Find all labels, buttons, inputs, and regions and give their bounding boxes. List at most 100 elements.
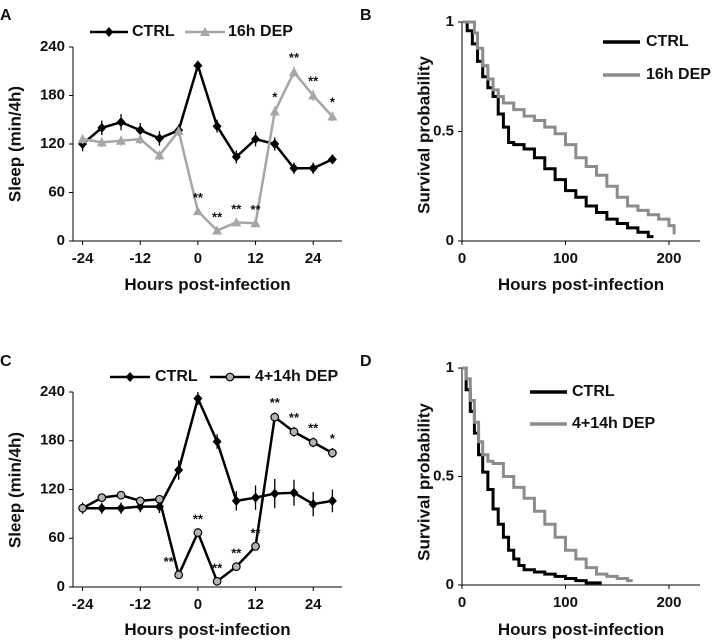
data-point bbox=[116, 117, 126, 128]
y-tick-label: 1 bbox=[446, 359, 454, 376]
legend-marker bbox=[104, 27, 114, 37]
data-point bbox=[308, 499, 318, 510]
y-tick-label: 180 bbox=[40, 432, 65, 449]
data-point bbox=[270, 412, 280, 422]
data-point bbox=[193, 60, 203, 71]
x-tick-label: 200 bbox=[656, 594, 681, 611]
x-tick-label: 0 bbox=[458, 250, 466, 267]
data-point bbox=[135, 496, 145, 506]
y-tick-label: 240 bbox=[40, 383, 65, 400]
data-point bbox=[174, 570, 184, 580]
x-tick-label: 24 bbox=[305, 596, 322, 613]
survival-curve-1 bbox=[462, 20, 676, 235]
y-tick-label: 180 bbox=[40, 86, 65, 103]
significance-mark: ** bbox=[308, 420, 319, 435]
survival-curve-1 bbox=[462, 366, 633, 583]
y-tick-label: 120 bbox=[40, 480, 65, 497]
data-point bbox=[250, 218, 261, 228]
data-point bbox=[270, 139, 280, 149]
y-tick-label: 0.5 bbox=[433, 467, 454, 484]
data-point bbox=[231, 151, 241, 162]
x-axis-label: Hours post-infection bbox=[498, 620, 664, 639]
x-tick-label: 0 bbox=[458, 594, 466, 611]
data-point bbox=[135, 134, 146, 144]
legend-marker bbox=[225, 372, 235, 382]
x-tick-label: 12 bbox=[247, 596, 264, 613]
data-point bbox=[212, 576, 222, 586]
significance-mark: ** bbox=[193, 512, 204, 527]
data-point bbox=[231, 217, 242, 227]
data-point bbox=[327, 111, 338, 121]
x-tick-label: 100 bbox=[553, 594, 578, 611]
x-tick-label: 200 bbox=[656, 250, 681, 267]
x-axis-label: Hours post-infection bbox=[498, 275, 664, 294]
x-tick-label: 100 bbox=[553, 250, 578, 267]
significance-mark: ** bbox=[231, 201, 242, 216]
data-point bbox=[116, 135, 127, 145]
y-tick-label: 0.5 bbox=[433, 122, 454, 139]
data-point bbox=[116, 503, 126, 514]
legend-marker bbox=[125, 372, 135, 382]
panel-c: C 0 60 120 180 240 -24 -12 0 12 24 Hours post-infec… bbox=[0, 353, 342, 639]
survival-curve-0 bbox=[462, 20, 654, 239]
legend-label: 4+14h DEP bbox=[572, 415, 655, 432]
data-point bbox=[212, 225, 223, 235]
data-point bbox=[289, 427, 299, 437]
significance-mark: ** bbox=[164, 554, 175, 569]
series-line-0 bbox=[81, 61, 333, 170]
y-axis-label: Survival probability bbox=[414, 403, 433, 561]
data-point bbox=[96, 137, 107, 147]
y-tick-label: 1 bbox=[446, 13, 454, 30]
series-line-1 bbox=[82, 69, 334, 232]
y-axis-label: Survival probability bbox=[414, 56, 433, 214]
panel-b: B 0 0.5 1 0 100 200 Hours post-infection Surviva… bbox=[360, 7, 711, 294]
y-tick-label: 60 bbox=[48, 529, 65, 546]
data-point bbox=[231, 495, 241, 506]
data-point bbox=[193, 393, 203, 404]
significance-mark: ** bbox=[289, 410, 300, 425]
data-point bbox=[308, 437, 318, 447]
panel-a: A 0 60 120 180 240 -24 -12 0 12 24 Hours post-infec… bbox=[0, 7, 342, 294]
significance-mark: * bbox=[330, 431, 336, 446]
data-point bbox=[251, 492, 261, 503]
data-point bbox=[174, 465, 184, 475]
data-point bbox=[269, 106, 280, 116]
legend-label: 16h DEP bbox=[228, 23, 293, 40]
significance-mark: ** bbox=[289, 50, 300, 65]
significance-mark: * bbox=[330, 95, 336, 110]
significance-mark: ** bbox=[250, 202, 261, 217]
data-point bbox=[154, 150, 165, 160]
data-point bbox=[154, 133, 164, 144]
x-tick-label: 12 bbox=[247, 250, 264, 267]
significance-mark: ** bbox=[270, 395, 281, 410]
data-point bbox=[78, 503, 88, 513]
data-point bbox=[192, 206, 203, 216]
data-point bbox=[327, 495, 337, 506]
data-point bbox=[251, 541, 260, 551]
significance-mark: ** bbox=[231, 546, 242, 561]
legend-label: CTRL bbox=[646, 33, 689, 50]
data-point bbox=[212, 121, 222, 132]
data-point bbox=[251, 134, 261, 145]
x-tick-label: -24 bbox=[72, 250, 94, 267]
legend-label: 4+14h DEP bbox=[255, 368, 338, 385]
panel-letter: B bbox=[360, 7, 372, 24]
data-point bbox=[270, 488, 280, 499]
data-point bbox=[212, 436, 222, 447]
y-tick-label: 240 bbox=[40, 38, 65, 55]
significance-mark: ** bbox=[212, 560, 223, 575]
data-point bbox=[327, 154, 337, 165]
panel-letter: D bbox=[360, 353, 372, 370]
legend-label: 16h DEP bbox=[646, 66, 711, 83]
y-tick-label: 0 bbox=[446, 232, 454, 249]
x-axis-label: Hours post-infection bbox=[124, 620, 290, 639]
data-point bbox=[97, 122, 107, 133]
data-point bbox=[289, 487, 299, 498]
data-point bbox=[77, 134, 88, 144]
data-point bbox=[193, 528, 203, 537]
significance-mark: ** bbox=[193, 190, 204, 205]
significance-mark: ** bbox=[308, 74, 319, 89]
panel-d: D 0 0.5 1 0 100 200 Hours post-infection Surviva… bbox=[360, 353, 700, 639]
y-tick-label: 0 bbox=[446, 576, 454, 593]
